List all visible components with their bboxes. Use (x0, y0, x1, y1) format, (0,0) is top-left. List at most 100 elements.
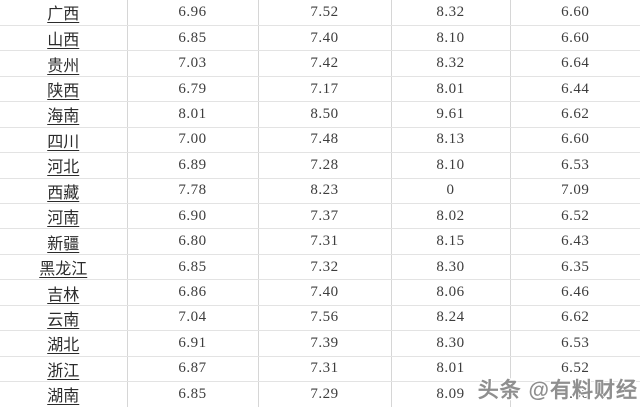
price-cell: 7.56 (258, 305, 392, 332)
price-cell: 8.30 (391, 330, 511, 357)
price-cell: 6.44 (510, 76, 640, 103)
price-cell: 6.89 (127, 152, 259, 179)
province-cell: 西藏 (0, 178, 128, 205)
table-row: 山西 6.85 7.40 8.10 6.60 (0, 25, 640, 52)
table-row: 四川 7.00 7.48 8.13 6.60 (0, 127, 640, 154)
price-cell: 0 (391, 178, 511, 205)
price-cell: 7.00 (127, 127, 259, 154)
price-cell: 8.23 (258, 178, 392, 205)
table-row: 贵州 7.03 7.42 8.32 6.64 (0, 50, 640, 77)
price-cell: 6.52 (510, 203, 640, 230)
province-link[interactable]: 海南 (47, 108, 80, 126)
price-cell: 6.60 (510, 0, 640, 26)
province-link[interactable]: 新疆 (47, 235, 80, 253)
province-link[interactable]: 河北 (47, 159, 80, 177)
province-link[interactable]: 湖南 (47, 388, 80, 406)
price-cell: 6.79 (127, 76, 259, 103)
price-cell: 7.32 (258, 254, 392, 281)
province-link[interactable]: 河南 (47, 210, 80, 228)
province-cell: 云南 (0, 305, 128, 332)
price-cell: 7.78 (127, 178, 259, 205)
price-cell: 6.35 (510, 254, 640, 281)
price-cell: 8.01 (391, 356, 511, 383)
province-link[interactable]: 吉林 (47, 286, 80, 304)
price-cell: 6.85 (127, 381, 259, 407)
province-link[interactable]: 四川 (47, 133, 80, 151)
province-link[interactable]: 陕西 (47, 83, 80, 101)
province-cell: 吉林 (0, 279, 128, 306)
price-cell: 8.13 (391, 127, 511, 154)
price-cell: 6.43 (510, 228, 640, 255)
province-link[interactable]: 云南 (47, 311, 80, 329)
price-cell: 7.03 (127, 50, 259, 77)
table-row: 浙江 6.87 7.31 8.01 6.52 (0, 356, 640, 383)
province-cell: 陕西 (0, 76, 128, 103)
price-cell: 6.62 (510, 101, 640, 128)
price-cell: 7.31 (258, 356, 392, 383)
price-cell: 7.31 (258, 228, 392, 255)
price-cell: 7.37 (258, 203, 392, 230)
price-cell: 7.40 (258, 25, 392, 52)
price-cell: 7.52 (258, 0, 392, 26)
table-row: 陕西 6.79 7.17 8.01 6.44 (0, 76, 640, 103)
price-cell: 8.10 (391, 25, 511, 52)
price-cell: 7.48 (258, 127, 392, 154)
price-cell: 8.32 (391, 0, 511, 26)
province-cell: 黑龙江 (0, 254, 128, 281)
province-link[interactable]: 黑龙江 (39, 261, 88, 279)
table-row: 云南 7.04 7.56 8.24 6.62 (0, 305, 640, 332)
price-cell: 8.15 (391, 228, 511, 255)
price-cell: 6.91 (127, 330, 259, 357)
province-cell: 湖北 (0, 330, 128, 357)
price-cell: 6.85 (127, 254, 259, 281)
price-cell: 6.80 (127, 228, 259, 255)
price-cell: 7.28 (258, 152, 392, 179)
price-cell: 8.02 (391, 203, 511, 230)
price-cell: 6.90 (127, 203, 259, 230)
price-cell: 8.09 (391, 381, 511, 407)
price-cell: 6.87 (127, 356, 259, 383)
price-cell: 8.32 (391, 50, 511, 77)
price-cell: 7.17 (258, 76, 392, 103)
table-row: 广西 6.96 7.52 8.32 6.60 (0, 0, 640, 26)
table-row: 河南 6.90 7.37 8.02 6.52 (0, 203, 640, 230)
table-row: 吉林 6.86 7.40 8.06 6.46 (0, 279, 640, 306)
price-cell: 8.50 (258, 101, 392, 128)
price-cell: 6.62 (510, 305, 640, 332)
price-cell: 8.24 (391, 305, 511, 332)
price-cell: 6.46 (510, 279, 640, 306)
province-link[interactable]: 浙江 (47, 362, 80, 380)
price-cell: 6.60 (510, 25, 640, 52)
price-cell: 9.61 (391, 101, 511, 128)
price-cell: 8.06 (391, 279, 511, 306)
province-cell: 湖南 (0, 381, 128, 407)
price-cell: 6.64 (510, 50, 640, 77)
province-link[interactable]: 湖北 (47, 337, 80, 355)
province-cell: 浙江 (0, 356, 128, 383)
province-link[interactable]: 西藏 (47, 184, 80, 202)
province-link[interactable]: 贵州 (47, 57, 80, 75)
price-cell: 8.01 (391, 76, 511, 103)
price-cell: 6.52 (510, 356, 640, 383)
price-cell: 6.60 (510, 381, 640, 407)
table-row: 海南 8.01 8.50 9.61 6.62 (0, 101, 640, 128)
price-cell: 8.10 (391, 152, 511, 179)
table-row: 湖北 6.91 7.39 8.30 6.53 (0, 330, 640, 357)
price-cell: 7.42 (258, 50, 392, 77)
province-link[interactable]: 广西 (47, 6, 80, 24)
price-cell: 8.30 (391, 254, 511, 281)
province-cell: 新疆 (0, 228, 128, 255)
price-cell: 6.53 (510, 330, 640, 357)
price-cell: 7.09 (510, 178, 640, 205)
province-cell: 四川 (0, 127, 128, 154)
table-row: 新疆 6.80 7.31 8.15 6.43 (0, 228, 640, 255)
province-cell: 贵州 (0, 50, 128, 77)
price-cell: 6.60 (510, 127, 640, 154)
province-link[interactable]: 山西 (47, 32, 80, 50)
table-row: 湖南 6.85 7.29 8.09 6.60 (0, 381, 640, 407)
table-row: 黑龙江 6.85 7.32 8.30 6.35 (0, 254, 640, 281)
price-cell: 6.96 (127, 0, 259, 26)
